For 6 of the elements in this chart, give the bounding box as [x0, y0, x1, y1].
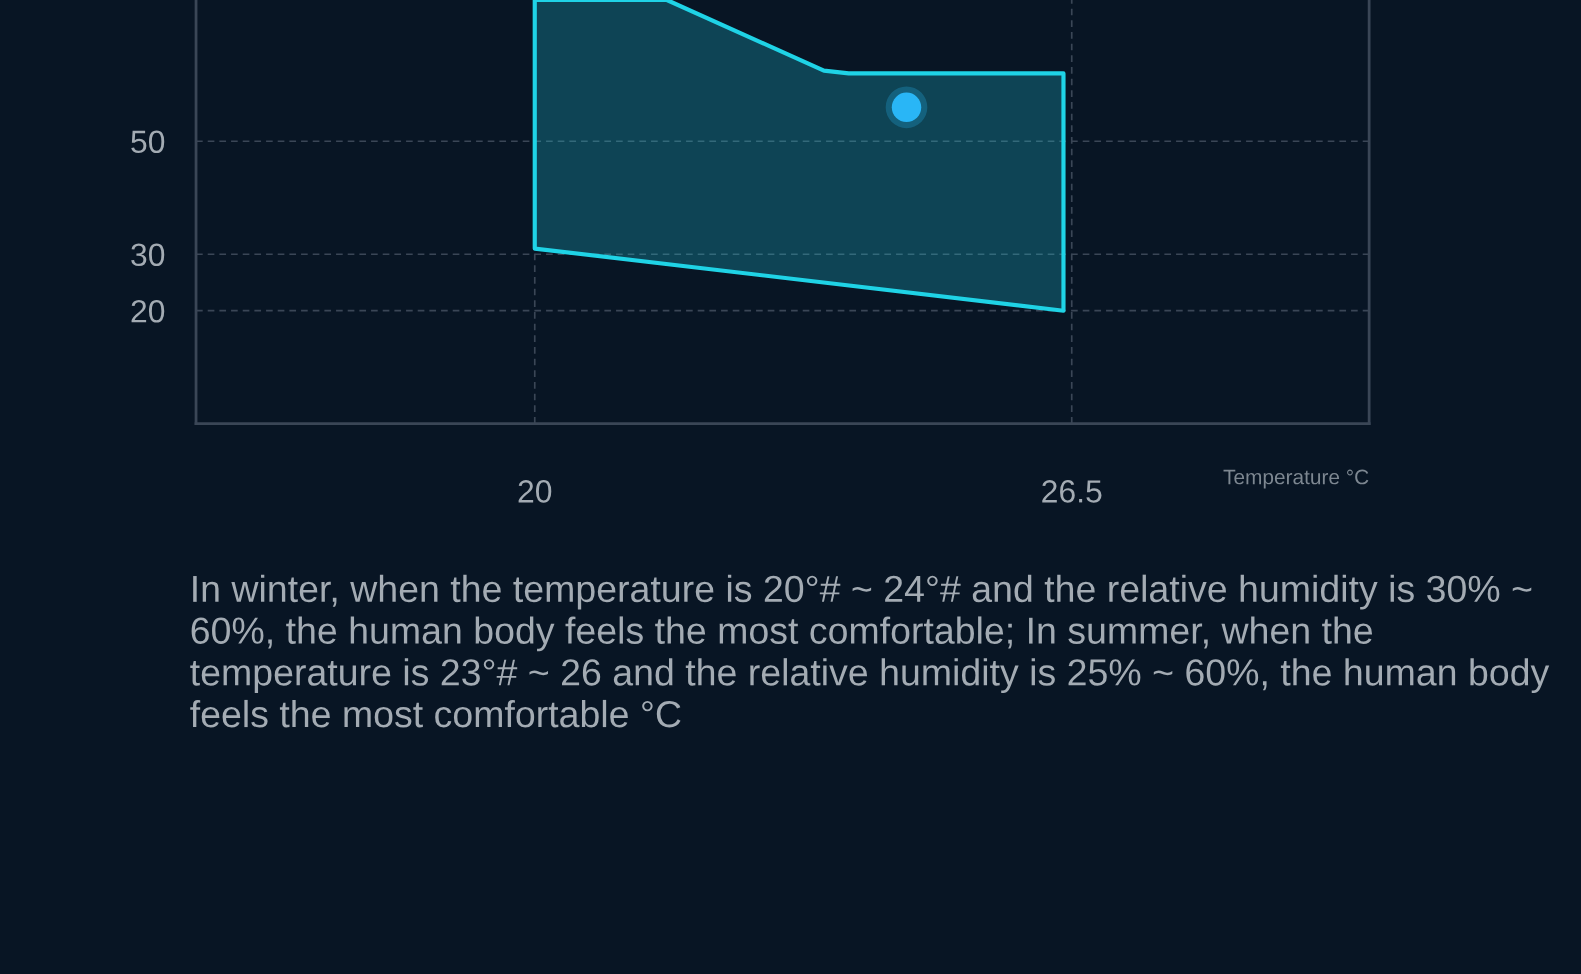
text: In winter, when the temperature is 20°# ~ 24°# and the relative humidity is 30% ~ 60%, the human body feels the most comfortable; In summer, when the temperature is 23°# ~ 26 and the relative humidity is 25% ~ 60%, the human body feels the most comfortable °C — [190, 574, 1550, 728]
x-axis-title: Temperature °C — [1223, 469, 1369, 489]
y-tick-label: 20 — [131, 299, 165, 323]
y-tick-label: 50 — [131, 130, 165, 154]
y-tick-label: 30 — [131, 243, 165, 267]
x-tick-label: 26.5 — [1042, 480, 1102, 503]
